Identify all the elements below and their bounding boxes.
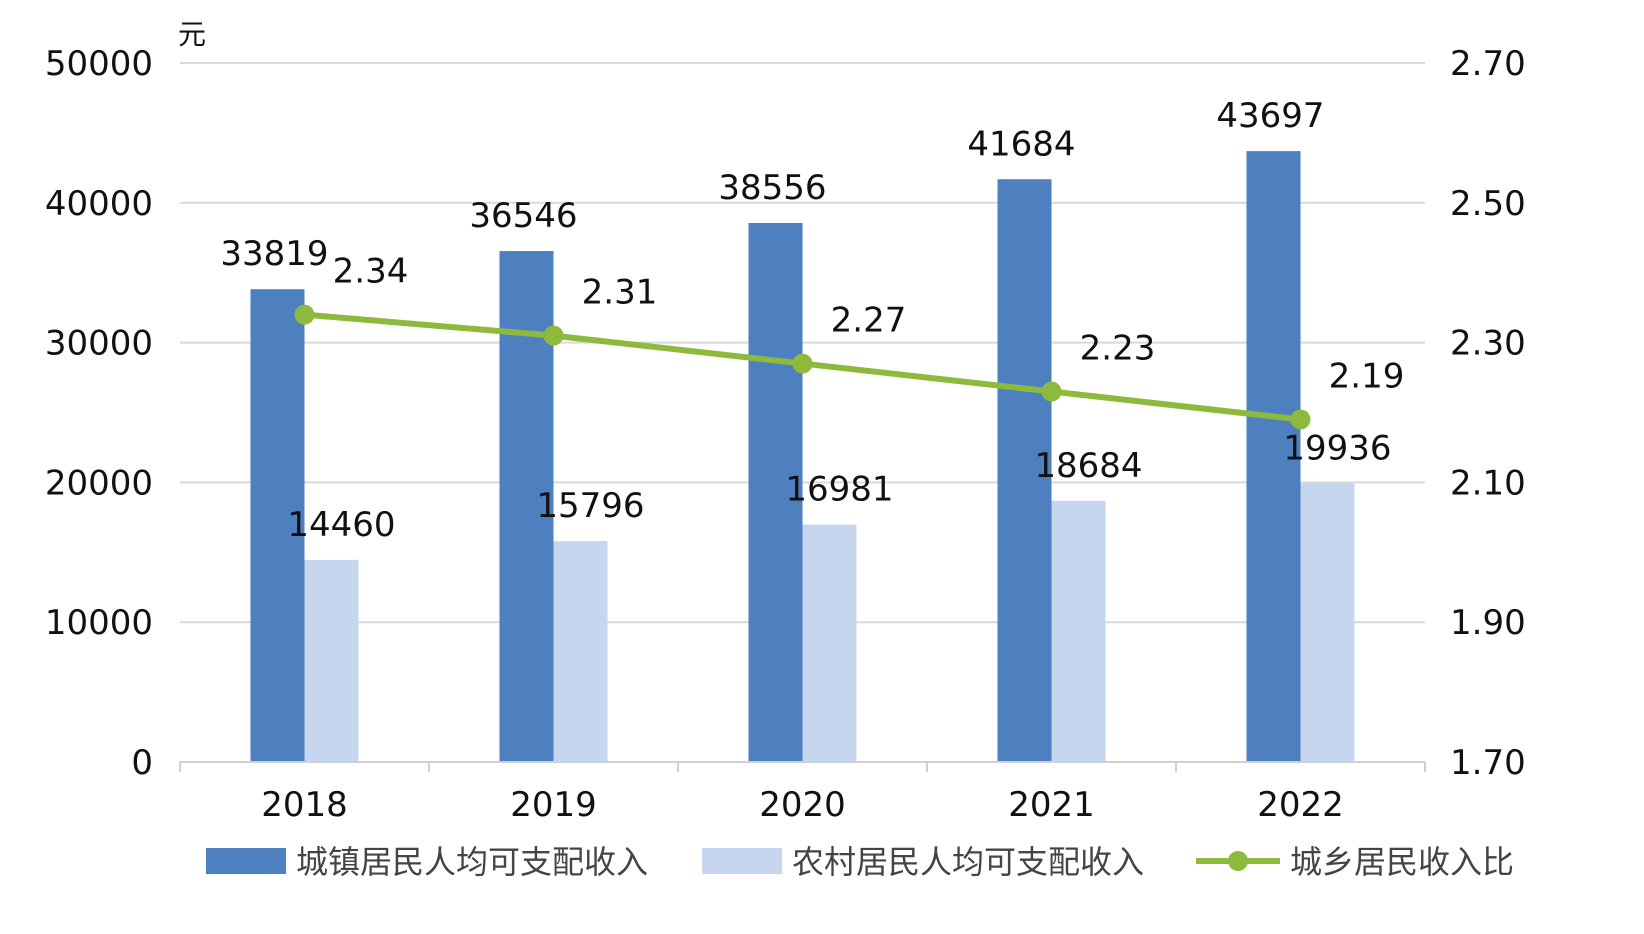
bar-rural-label: 14460 <box>287 505 395 545</box>
left-tick-label: 0 <box>131 743 153 783</box>
bar-rural <box>1300 483 1355 762</box>
legend-label-urban: 城镇居民人均可支配收入 <box>296 843 648 881</box>
left-tick-label: 50000 <box>45 44 153 84</box>
bar-rural <box>802 524 857 762</box>
bar-rural <box>304 559 359 762</box>
right-axis-ticks: 1.70 1.90 2.10 2.30 2.50 2.70 <box>1450 44 1526 783</box>
right-tick-label: 1.70 <box>1450 743 1526 783</box>
bar-rural-label: 16981 <box>785 470 893 510</box>
ratio-label: 2.31 <box>582 273 658 313</box>
legend-label-ratio: 城乡居民收入比 <box>1290 843 1514 881</box>
bar-urban-label: 36546 <box>469 196 577 236</box>
bar-urban-label: 41684 <box>967 124 1075 164</box>
ratio-label: 2.19 <box>1329 356 1405 396</box>
ratio-point <box>1041 381 1062 402</box>
ratio-label: 2.27 <box>831 301 907 341</box>
bar-urban-label: 43697 <box>1216 96 1324 136</box>
ratio-point <box>543 325 564 346</box>
legend-marker-ratio <box>1228 851 1248 871</box>
right-tick-label: 2.50 <box>1450 184 1526 224</box>
ratio-line <box>294 304 1311 430</box>
bars <box>250 151 1355 762</box>
bar-urban <box>250 289 305 762</box>
bar-rural <box>553 541 608 762</box>
bar-urban-label: 38556 <box>718 168 826 208</box>
x-tick-label: 2021 <box>1008 785 1095 825</box>
left-axis-unit: 元 <box>178 18 206 51</box>
x-tick-label: 2018 <box>261 785 348 825</box>
left-tick-label: 30000 <box>45 324 153 364</box>
ratio-point <box>294 304 315 325</box>
ratio-point <box>792 353 813 374</box>
bar-rural <box>1051 500 1106 762</box>
bar-rural-label: 19936 <box>1283 428 1391 468</box>
left-axis-ticks: 0 10000 20000 30000 40000 50000 <box>45 44 153 783</box>
legend[interactable]: 城镇居民人均可支配收入 农村居民人均可支配收入 城乡居民收入比 <box>206 843 1514 881</box>
right-tick-label: 2.30 <box>1450 324 1526 364</box>
bar-urban <box>748 222 803 762</box>
legend-swatch-urban <box>206 848 286 874</box>
ratio-point <box>1290 409 1311 430</box>
left-tick-label: 20000 <box>45 463 153 503</box>
x-tick-label: 2022 <box>1257 785 1344 825</box>
bar-urban <box>1246 151 1301 762</box>
left-tick-label: 10000 <box>45 603 153 643</box>
legend-label-rural: 农村居民人均可支配收入 <box>792 843 1144 881</box>
ratio-label: 2.23 <box>1080 329 1156 369</box>
legend-swatch-rural <box>702 848 782 874</box>
x-tick-label: 2020 <box>759 785 846 825</box>
data-labels: 33819 14460 36546 15796 38556 16981 41684 18684… <box>220 96 1404 545</box>
bar-urban <box>997 179 1052 762</box>
bar-rural-label: 15796 <box>536 486 644 526</box>
left-tick-label: 40000 <box>45 184 153 224</box>
bar-urban-label: 33819 <box>220 234 328 274</box>
bar-rural-label: 18684 <box>1034 446 1142 486</box>
x-tick-label: 2019 <box>510 785 597 825</box>
right-tick-label: 2.10 <box>1450 463 1526 503</box>
right-tick-label: 2.70 <box>1450 44 1526 84</box>
right-tick-label: 1.90 <box>1450 603 1526 643</box>
x-axis: 2018 2019 2020 2021 2022 <box>179 761 1426 825</box>
ratio-label: 2.34 <box>333 252 409 292</box>
